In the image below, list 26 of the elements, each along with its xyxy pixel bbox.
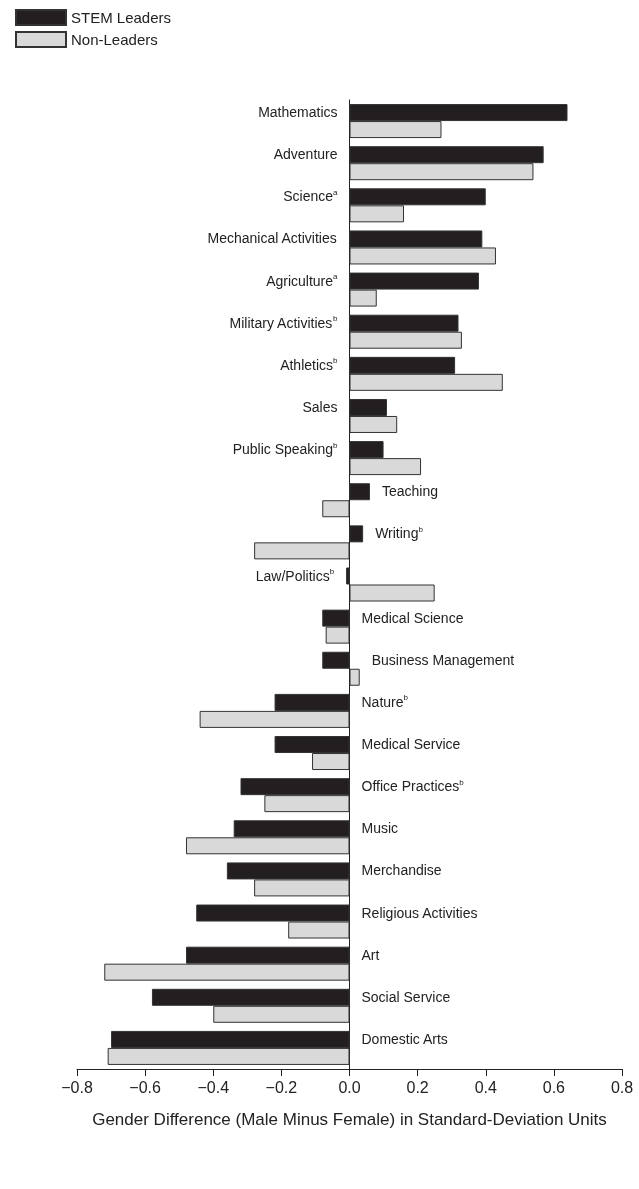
y-tick-label: Medical Service [361, 736, 461, 753]
x-tick-label: 0.0 [338, 1078, 361, 1096]
y-tick-label: Art [361, 946, 380, 963]
legend-label: STEM Leaders [71, 9, 172, 26]
y-tick-label: Mathematics [258, 104, 338, 121]
y-tick-label: Merchandise [361, 862, 442, 879]
x-tick-label: 0.4 [474, 1078, 497, 1096]
y-tick-label: Teaching [381, 483, 438, 500]
y-tick-label: Social Service [361, 988, 451, 1005]
y-tick-label: Business Management [371, 651, 515, 668]
legend-label: Non-Leaders [71, 31, 158, 48]
x-axis-title: Gender Difference (Male Minus Female) in Standard-Deviation Units [92, 1110, 607, 1129]
y-tick-label: Mechanical Activities [207, 230, 337, 247]
y-tick-label: Music [361, 820, 399, 837]
x-tick-label: −0.8 [61, 1078, 93, 1096]
x-tick-label: −0.4 [197, 1078, 230, 1096]
x-tick-label: 0.8 [610, 1078, 634, 1096]
y-tick-label: Medical Science [361, 609, 464, 626]
x-tick-label: −0.6 [129, 1078, 162, 1096]
y-tick-label: Sales [302, 398, 338, 415]
x-tick-label: 0.6 [542, 1078, 566, 1096]
y-tick-label: Domestic Arts [361, 1030, 448, 1047]
y-tick-label: Religious Activities [361, 904, 478, 921]
y-tick-label: Adventure [273, 146, 338, 163]
x-tick-label: −0.2 [265, 1078, 298, 1096]
x-tick-label: 0.2 [406, 1078, 429, 1096]
